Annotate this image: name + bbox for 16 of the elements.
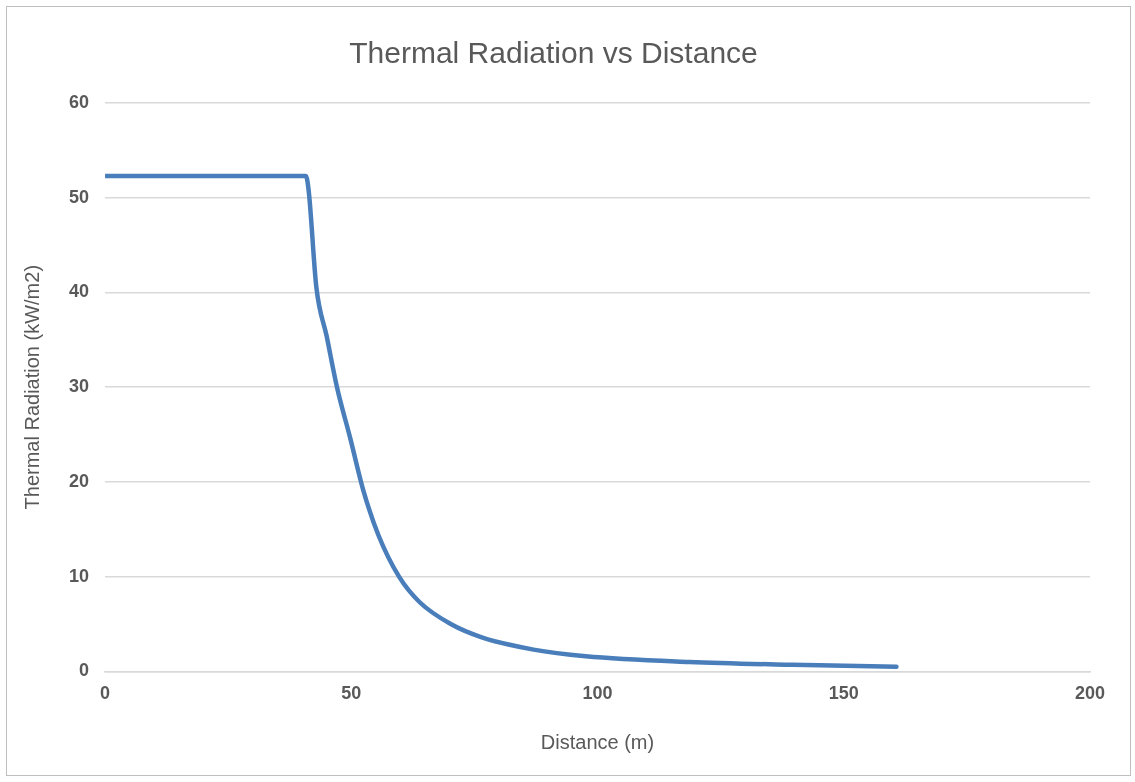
y-tick-label: 60 bbox=[68, 91, 90, 112]
chart-title: Thermal Radiation vs Distance bbox=[349, 36, 758, 70]
y-tick-label: 20 bbox=[68, 470, 90, 491]
x-tick-label: 100 bbox=[582, 683, 613, 704]
x-tick-label: 0 bbox=[100, 683, 111, 704]
x-axis-title: Distance (m) bbox=[540, 730, 655, 753]
y-tick-label: 40 bbox=[68, 281, 90, 302]
x-tick-label: 50 bbox=[341, 683, 362, 704]
x-tick-label: 200 bbox=[1074, 683, 1106, 704]
y-axis-title: Thermal Radiation (kW/m2) bbox=[20, 264, 43, 510]
y-tick-label: 50 bbox=[68, 186, 90, 207]
y-tick-label: 30 bbox=[68, 376, 90, 397]
line-series bbox=[105, 173, 899, 669]
y-tick-label: 0 bbox=[79, 660, 90, 681]
y-tick-label: 10 bbox=[68, 565, 90, 586]
x-tick-label: 150 bbox=[828, 683, 859, 704]
